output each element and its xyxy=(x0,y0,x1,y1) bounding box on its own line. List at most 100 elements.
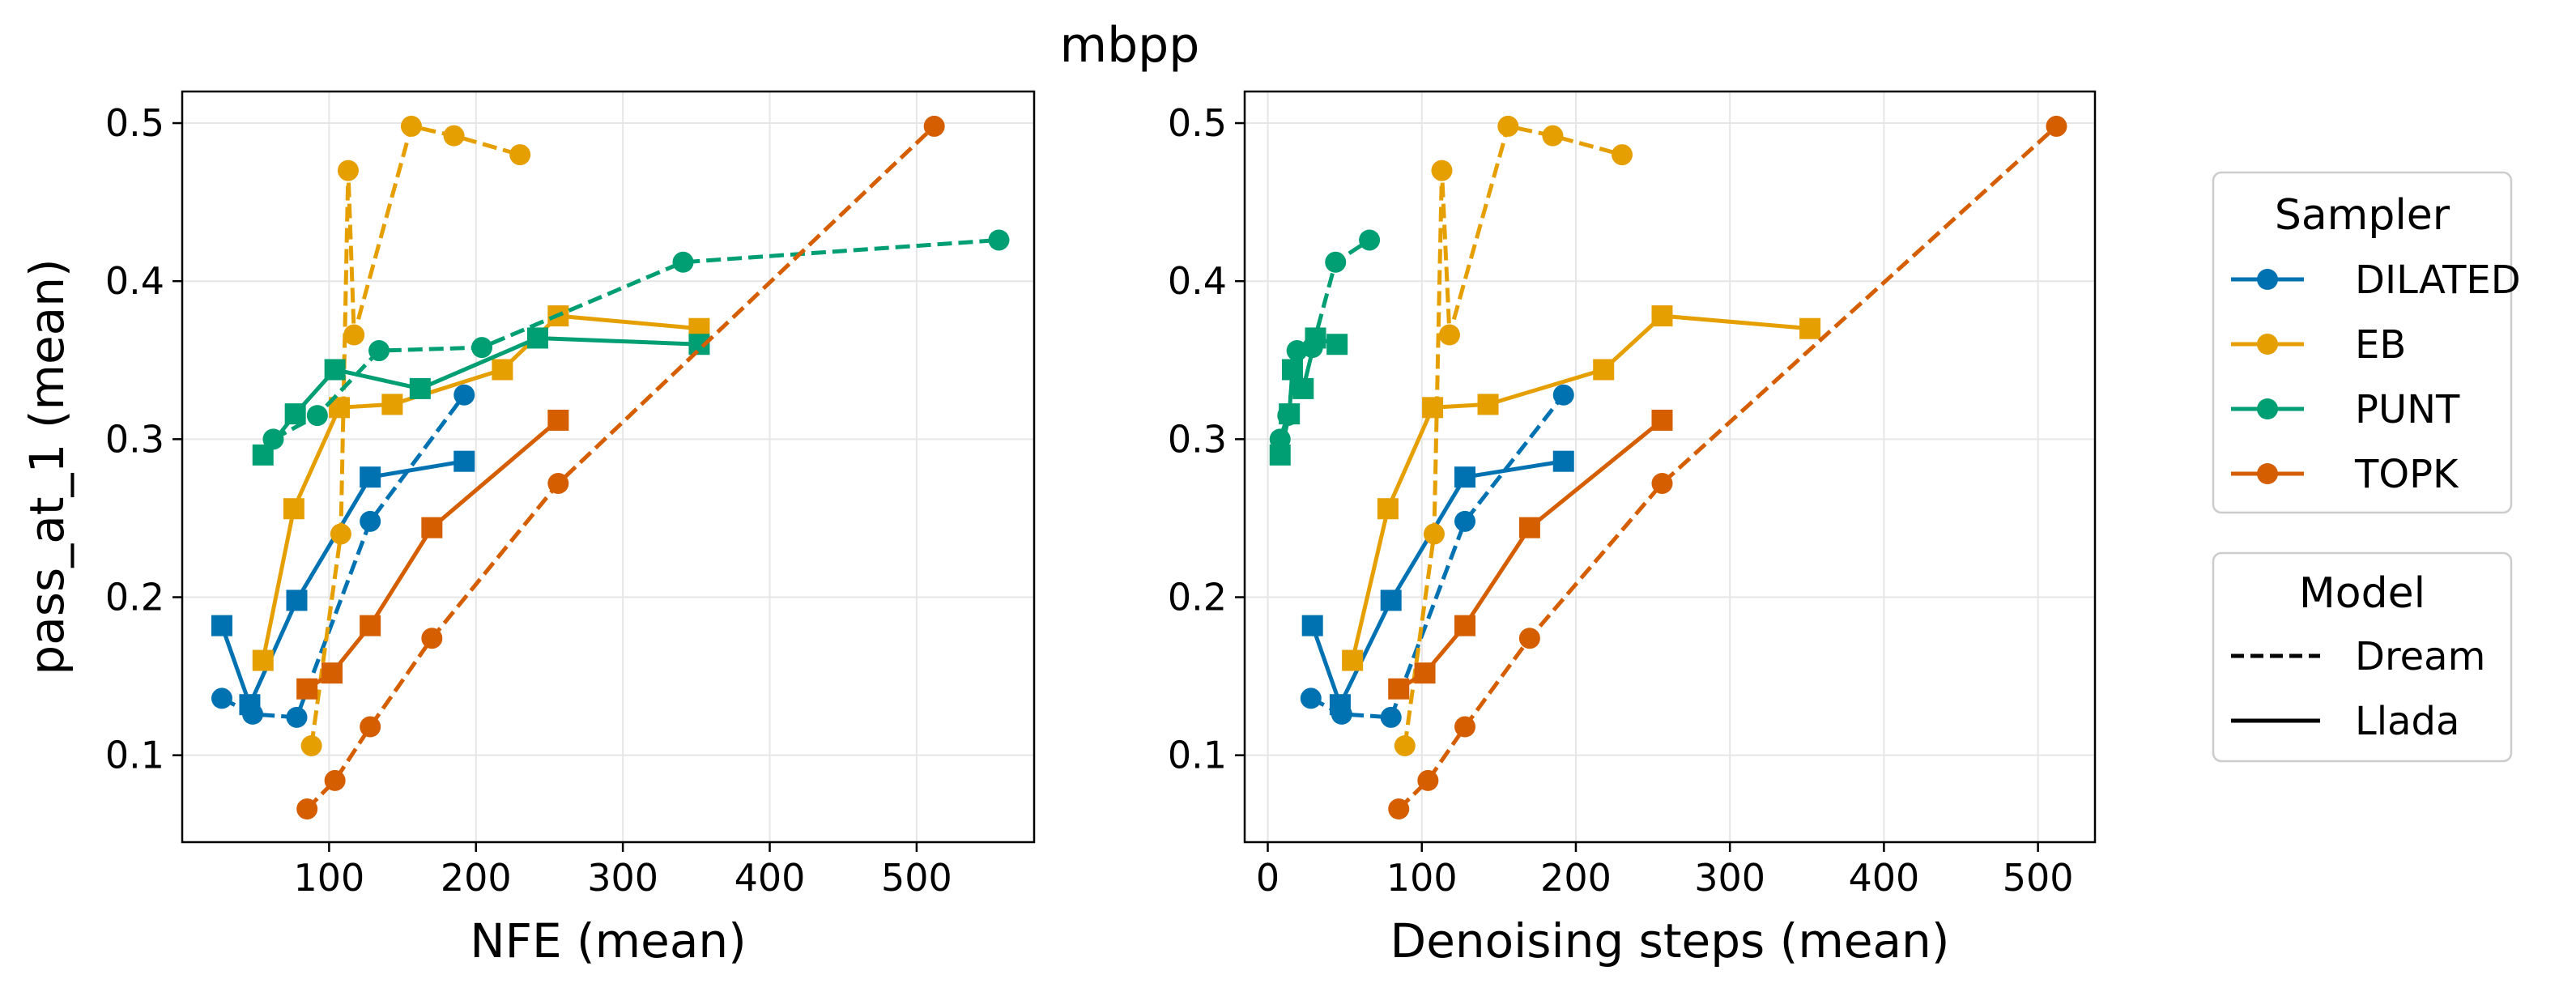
series-line-topk-dream xyxy=(1397,125,2059,811)
data-point-square xyxy=(252,444,274,466)
data-point-square xyxy=(1279,403,1301,425)
data-point-square xyxy=(1422,397,1444,419)
data-point-circle xyxy=(443,125,465,147)
data-point-square xyxy=(239,694,261,716)
legend-sampler-label: DILATED xyxy=(2355,258,2521,303)
data-point-circle xyxy=(1388,798,1410,820)
x-tick-label: 300 xyxy=(587,856,658,900)
data-point-square xyxy=(1305,327,1326,349)
data-point-circle xyxy=(1325,251,1347,273)
y-tick-label: 0.5 xyxy=(105,101,164,145)
data-point-square xyxy=(1377,498,1399,520)
y-tick-label: 0.3 xyxy=(105,417,164,461)
y-axis-label: pass_at_1 (mean) xyxy=(19,258,75,675)
legend-model-box xyxy=(2212,551,2513,763)
data-point-square xyxy=(1281,359,1303,381)
data-point-square xyxy=(284,403,306,425)
data-point-circle xyxy=(1552,384,1574,406)
data-point-circle xyxy=(1423,523,1445,545)
legend-sampler-swatch-marker xyxy=(2257,398,2278,419)
data-point-square xyxy=(1342,649,1364,671)
legend-sampler-label: TOPK xyxy=(2354,452,2459,497)
data-point-circle xyxy=(1612,144,1633,166)
data-point-square xyxy=(1552,450,1574,472)
data-point-circle xyxy=(296,798,318,820)
y-tick-label: 0.4 xyxy=(1168,259,1227,303)
y-tick-label: 0.3 xyxy=(1168,417,1227,461)
x-tick-label: 500 xyxy=(2003,856,2074,900)
data-point-square xyxy=(1326,334,1348,355)
data-point-circle xyxy=(324,769,346,791)
data-point-square xyxy=(1301,615,1323,636)
legend-sampler-title: Sampler xyxy=(2275,191,2450,240)
data-point-square xyxy=(360,466,381,488)
data-point-circle xyxy=(988,229,1010,251)
panel-2: 0 100 200 300 400 500 0.1 0.2 0.3 0.4 0.5 Denoising… xyxy=(1168,90,2097,968)
data-point-circle xyxy=(306,405,328,427)
data-point-circle xyxy=(1394,734,1416,756)
x-axis-label: NFE (mean) xyxy=(470,913,747,968)
x-tick-label: 0 xyxy=(1256,856,1279,900)
y-tick-label: 0.2 xyxy=(105,576,164,619)
data-point-square xyxy=(1518,517,1540,538)
data-point-circle xyxy=(368,340,390,362)
x-tick-label: 400 xyxy=(734,856,806,900)
data-point-circle xyxy=(286,706,308,728)
data-point-circle xyxy=(672,251,694,273)
data-point-circle xyxy=(1497,115,1519,137)
data-point-square xyxy=(453,450,475,472)
data-point-circle xyxy=(343,324,365,346)
x-axis-label: Denoising steps (mean) xyxy=(1390,913,1950,968)
data-point-square xyxy=(381,394,403,415)
data-point-circle xyxy=(1359,229,1381,251)
x-tick-label: 300 xyxy=(1694,856,1765,900)
data-point-circle xyxy=(360,716,381,738)
data-point-square xyxy=(526,327,548,349)
panel-1: 100 200 300 400 500 0.1 0.2 0.3 0.4 0.5 NFE (mean)… xyxy=(19,90,1036,968)
data-point-square xyxy=(211,615,232,636)
data-point-square xyxy=(1593,359,1615,381)
data-point-circle xyxy=(1454,510,1476,532)
data-point-square xyxy=(1269,444,1291,466)
data-point-square xyxy=(1454,466,1476,488)
legend-model-title: Model xyxy=(2299,569,2425,618)
x-tick-label: 100 xyxy=(293,856,364,900)
data-point-circle xyxy=(453,384,475,406)
data-point-square xyxy=(1292,377,1314,399)
legend-model: Model Dream Llada xyxy=(2212,551,2513,763)
data-point-circle xyxy=(471,337,493,359)
legend-model-label: Dream xyxy=(2355,634,2485,679)
x-tick-label: 200 xyxy=(1540,856,1612,900)
data-point-square xyxy=(321,662,343,684)
data-point-circle xyxy=(923,115,945,137)
series-line-eb-dream xyxy=(1403,124,1623,747)
data-point-circle xyxy=(337,160,359,181)
data-point-circle xyxy=(1438,324,1460,346)
legend-sampler: Sampler DILATED EB PUNT TOPK xyxy=(2212,171,2521,514)
data-point-square xyxy=(360,615,381,636)
data-point-circle xyxy=(211,687,232,709)
legend-sampler-label: PUNT xyxy=(2355,387,2460,432)
plot-frame xyxy=(1243,90,2097,844)
x-tick-label: 500 xyxy=(881,856,952,900)
data-point-circle xyxy=(1300,687,1322,709)
data-point-square xyxy=(1477,394,1499,415)
data-point-circle xyxy=(1518,628,1540,649)
data-point-circle xyxy=(1542,125,1564,147)
data-point-circle xyxy=(1417,769,1439,791)
y-tick-label: 0.4 xyxy=(105,259,164,303)
data-point-square xyxy=(283,498,304,520)
data-point-square xyxy=(547,409,569,431)
legend-model-label: Llada xyxy=(2355,699,2459,744)
legend-sampler-label: EB xyxy=(2355,322,2406,368)
data-point-circle xyxy=(547,472,569,494)
data-point-circle xyxy=(1454,716,1476,738)
x-tick-label: 400 xyxy=(1848,856,1919,900)
data-point-square xyxy=(1414,662,1436,684)
data-point-square xyxy=(296,678,318,700)
data-point-square xyxy=(421,517,443,538)
plot-frame xyxy=(181,90,1036,844)
data-point-square xyxy=(1799,317,1821,339)
